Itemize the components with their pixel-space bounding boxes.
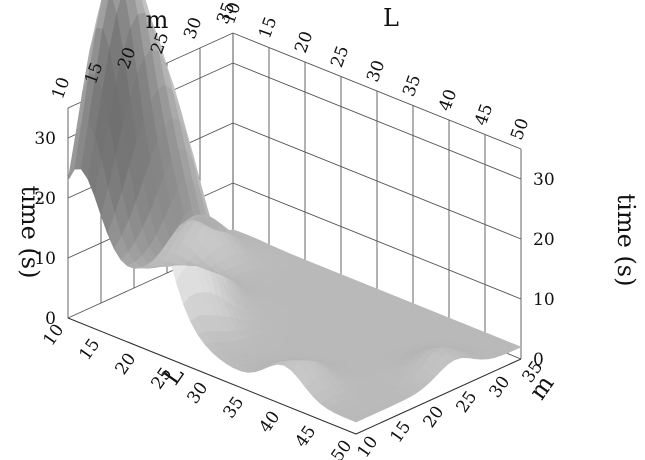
- tick-label: 20: [291, 29, 317, 56]
- tick-label: 20: [533, 230, 555, 250]
- floor-edge: [67, 317, 522, 435]
- grid-line: [232, 62, 522, 180]
- tick-label: 10: [354, 433, 383, 460]
- tick-label: 50: [507, 116, 533, 143]
- tick-label: 35: [220, 393, 249, 422]
- tick-label: 30: [34, 129, 56, 149]
- grid-line: [232, 122, 522, 240]
- tick-label: 30: [533, 170, 555, 190]
- tick-label: 20: [112, 350, 141, 379]
- tick-label: 45: [471, 101, 497, 128]
- surface-mesh: [67, 0, 522, 423]
- tick-label: 20: [34, 189, 56, 209]
- tick-label: 10: [48, 75, 74, 102]
- tick-label: 30: [363, 58, 389, 85]
- tick-label: 0: [533, 350, 544, 370]
- floor-edges: [67, 317, 522, 435]
- tick-label: 15: [255, 14, 281, 41]
- time-axis-left-ticks: 0 10 20 30: [34, 129, 56, 329]
- tick-label: 25: [453, 388, 482, 417]
- surface-patch: [226, 229, 241, 234]
- tick-label: 30: [486, 373, 515, 402]
- tick-label: 15: [76, 335, 105, 364]
- tick-label: 35: [399, 72, 425, 99]
- l-axis-top-title: L: [383, 4, 399, 32]
- tick-label: 40: [435, 87, 461, 114]
- m-axis-top-title: m: [146, 6, 169, 34]
- tick-label: 45: [292, 422, 321, 451]
- tick-label: 30: [180, 15, 206, 42]
- time-axis-left-title: time (s): [16, 186, 44, 279]
- grid-line: [232, 182, 522, 300]
- grid-line: [232, 32, 522, 150]
- tick-label: 20: [420, 403, 449, 432]
- tick-label: 25: [327, 43, 353, 70]
- tick-label: 50: [328, 437, 357, 460]
- time-axis-right-ticks: 0 10 20 30: [533, 170, 555, 370]
- tick-label: 30: [184, 379, 213, 408]
- tick-label: 10: [34, 249, 56, 269]
- tick-label: 40: [256, 408, 285, 437]
- tick-label: 0: [45, 309, 56, 329]
- tick-label: 15: [387, 418, 416, 447]
- time-axis-right-title: time (s): [612, 194, 640, 287]
- tick-label: 10: [533, 290, 555, 310]
